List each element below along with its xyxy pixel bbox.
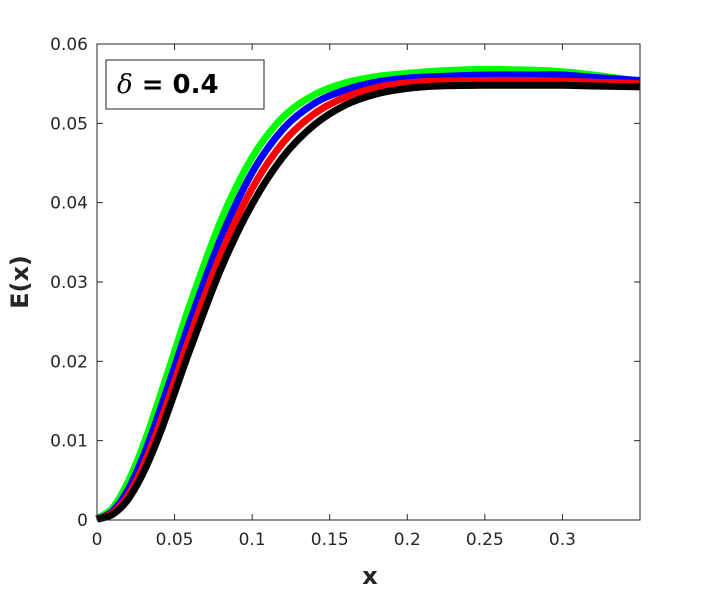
y-tick-label: 0	[77, 511, 88, 531]
y-tick-label: 0.01	[50, 432, 88, 452]
y-tick-label: 0.02	[50, 352, 88, 372]
y-axis-title: E(x)	[6, 255, 34, 309]
plot-area	[97, 44, 640, 520]
x-tick-label: 0.3	[549, 530, 576, 550]
y-tick-label: 0.03	[50, 273, 88, 293]
series-line-1	[95, 65, 641, 522]
y-tick-label: 0.05	[50, 114, 88, 134]
x-tick-label: 0.05	[156, 530, 194, 550]
x-tick-label: 0.1	[239, 530, 266, 550]
x-tick-label: 0.15	[311, 530, 349, 550]
x-axis-title: x	[362, 562, 378, 590]
y-tick-label: 0.06	[50, 35, 88, 55]
series-line-2	[95, 71, 641, 523]
legend-value: = 0.4	[133, 70, 219, 100]
x-tick-label: 0	[92, 530, 103, 550]
series-layer	[95, 65, 641, 523]
delta-symbol: δ	[117, 70, 133, 100]
legend-frame	[105, 59, 265, 110]
legend-label: δ = 0.4	[117, 70, 219, 100]
y-tick-label: 0.04	[50, 194, 88, 214]
x-tick-label: 0.2	[394, 530, 421, 550]
ticks-layer: 0 0.05 0.1 0.15 0.2 0.25 0.3 0 0.01 0.02 0.03 0.04 0…	[50, 35, 640, 550]
series-line-4	[95, 81, 641, 523]
legend-box: δ = 0.4	[105, 59, 265, 110]
x-tick-label: 0.25	[466, 530, 504, 550]
